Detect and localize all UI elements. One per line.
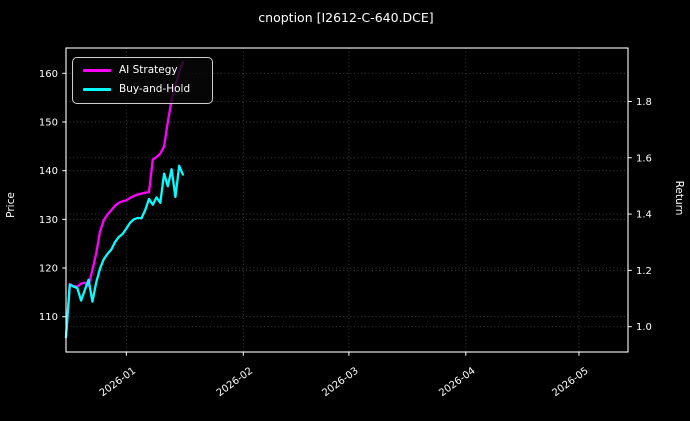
- y-axis-label-price: Price: [5, 192, 17, 218]
- return-tick-label: 1.2: [636, 266, 652, 277]
- price-tick-label: 140: [39, 166, 58, 177]
- return-tick-label: 1.6: [636, 153, 652, 164]
- date-tick-label: 2026-03: [320, 366, 360, 399]
- legend-label-buy-and-hold: Buy-and-Hold: [119, 82, 191, 95]
- date-tick-label: 2026-05: [550, 366, 590, 399]
- price-tick-label: 120: [39, 264, 58, 275]
- y-axis-label-return: Return: [673, 181, 685, 216]
- chart-title: cnoption [I2612-C-640.DCE]: [258, 10, 434, 25]
- price-tick-label: 150: [39, 117, 58, 128]
- date-tick-label: 2026-04: [437, 366, 477, 399]
- price-tick-label: 110: [39, 312, 58, 323]
- return-tick-label: 1.8: [636, 97, 652, 108]
- series-line-buy-and-hold: [64, 164, 185, 339]
- plot-frame: [65, 47, 629, 353]
- date-tick-label: 2026-01: [98, 366, 138, 399]
- ai-strategy-line-swatch: [83, 69, 111, 73]
- legend-label-ai-strategy: AI Strategy: [119, 64, 178, 76]
- legend-item-buy-and-hold: Buy-and-Hold: [83, 82, 202, 96]
- date-tick-label: 2026-02: [215, 366, 255, 399]
- buy-and-hold-line-swatch: [83, 87, 111, 91]
- price-tick-label: 130: [39, 215, 58, 226]
- legend: AI Strategy Buy-and-Hold: [72, 57, 213, 105]
- legend-item-ai-strategy: AI Strategy: [83, 64, 202, 77]
- return-tick-label: 1.0: [636, 322, 652, 333]
- return-tick-label: 1.4: [636, 210, 652, 221]
- series-line-ai-strategy: [64, 60, 185, 339]
- price-tick-label: 160: [39, 69, 58, 80]
